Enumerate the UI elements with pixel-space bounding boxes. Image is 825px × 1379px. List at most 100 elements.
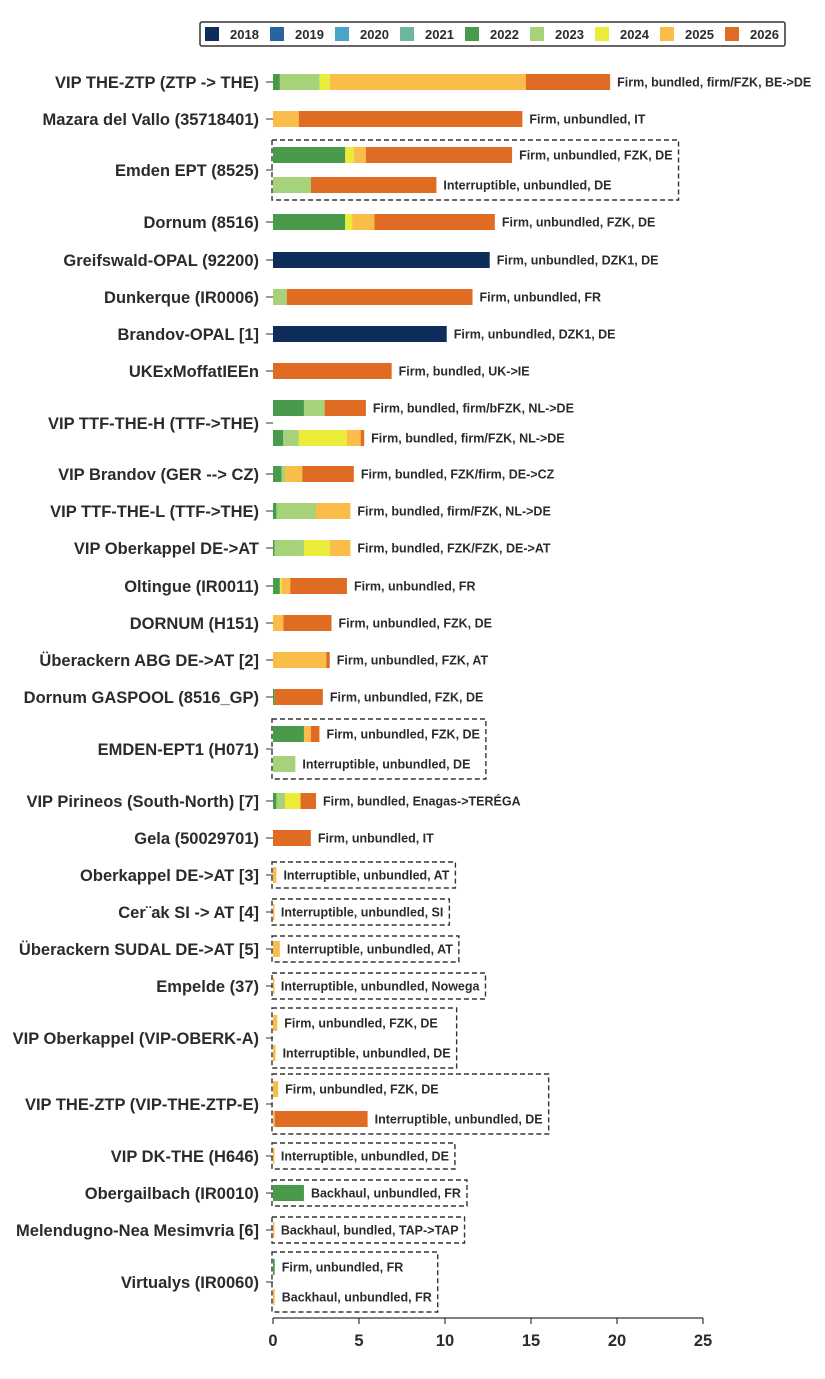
group-box: [271, 1179, 468, 1207]
legend-entry-2023: 2023: [530, 27, 584, 42]
bar-segment-2026: [365, 147, 513, 163]
bar-segment-2018: [273, 326, 447, 342]
bar-segment-2024: [279, 578, 282, 594]
bar-segment-2026: [310, 177, 437, 193]
bar-segment-2022: [273, 503, 277, 519]
legend-swatch: [530, 27, 544, 41]
category-group: VIP Brandov (GER --> CZ) Firm, bundled, F…: [58, 466, 555, 484]
bar-data-label: Interruptible, unbundled, AT: [283, 869, 449, 883]
category-label: Oltingue (IR0011): [124, 578, 259, 596]
bar-segment-2025: [273, 978, 275, 994]
bar-data-label: Firm, bundled, FZK/firm, DE->CZ: [361, 468, 555, 482]
bar-segment-2026: [274, 689, 323, 705]
x-tick-label: 15: [522, 1332, 540, 1350]
bar-data-label: Firm, bundled, firm/FZK, NL->DE: [371, 432, 564, 446]
bar-segment-2022: [273, 793, 277, 809]
legend-entry-2026: 2026: [725, 27, 779, 42]
bar-segment-2025: [303, 726, 311, 742]
category-label: EMDEN-EPT1 (H071): [98, 741, 259, 759]
legend-swatch: [400, 27, 414, 41]
bar-segment-2022: [273, 214, 346, 230]
bar-segment-2026: [310, 726, 320, 742]
category-group: VIP TTF-THE-L (TTF->THE) Firm, bundled, f…: [50, 503, 551, 521]
x-axis: 0 5 10 15 20 25: [268, 1317, 712, 1350]
legend-swatch: [270, 27, 284, 41]
group-box: [271, 935, 460, 963]
category-group: Empelde (37) Interruptible, unbundled, No…: [156, 972, 487, 1000]
bar-segment-2022: [273, 726, 304, 742]
bar-segment-2026: [290, 578, 347, 594]
category-label: Cer¨ak SI -> AT [4]: [118, 904, 259, 922]
bar-data-label: Interruptible, unbundled, DE: [302, 758, 470, 772]
bar-segment-2026: [525, 74, 611, 90]
category-label: VIP Oberkappel DE->AT: [74, 540, 259, 558]
bar-segment-2025: [352, 214, 375, 230]
group-box: [271, 1251, 439, 1313]
bar-segment-2022: [273, 466, 282, 482]
category-label: VIP THE-ZTP (VIP-THE-ZTP-E): [25, 1096, 259, 1114]
bar-data-label: Backhaul, bundled, TAP->TAP: [281, 1224, 459, 1238]
bar-segment-2023: [273, 289, 287, 305]
group-box: [271, 1142, 456, 1170]
category-label: Überackern ABG DE->AT [2]: [39, 651, 259, 670]
category-group: VIP THE-ZTP (ZTP -> THE) Firm, bundled, f…: [55, 74, 811, 92]
category-group: Dornum GASPOOL (8516_GP) Firm, unbundled,…: [24, 689, 483, 707]
category-group: Dornum (8516) Firm, unbundled, FZK, DE: [143, 214, 655, 232]
bar-segment-2026: [326, 652, 330, 668]
category-group: Mazara del Vallo (35718401) Firm, unbundl…: [43, 111, 646, 129]
bar-segment-2024: [345, 147, 354, 163]
bar-segment-2024: [303, 540, 330, 556]
category-label: Melendugno-Nea Mesimvria [6]: [16, 1222, 259, 1240]
group-box: [271, 139, 680, 201]
legend-label: 2026: [750, 27, 779, 42]
category-label: Dunkerque (IR0006): [104, 289, 259, 307]
bar-segment-2026: [273, 363, 392, 379]
legend-entry-2022: 2022: [465, 27, 519, 42]
category-group: Virtualys (IR0060) Firm, unbundled, FR Bac…: [121, 1251, 439, 1313]
category-label: DORNUM (H151): [130, 615, 259, 633]
category-group: Dunkerque (IR0006) Firm, unbundled, FR: [104, 289, 601, 307]
legend-entry-2018: 2018: [205, 27, 259, 42]
bar-segment-2022: [273, 1185, 304, 1201]
bar-data-label: Firm, unbundled, FZK, DE: [326, 728, 479, 742]
category-group: VIP TTF-THE-H (TTF->THE) Firm, bundled, f…: [48, 400, 574, 446]
bar-data-label: Firm, unbundled, FZK, DE: [338, 617, 491, 631]
group-box: [271, 1216, 466, 1244]
legend-label: 2024: [620, 27, 650, 42]
bar-segment-2025: [273, 904, 275, 920]
bar-segment-2025: [273, 941, 280, 957]
bar-segment-2022: [273, 400, 304, 416]
bar-segment-2025: [273, 1081, 279, 1097]
category-group: VIP Pirineos (South-North) [7] Firm, bund…: [26, 793, 521, 811]
bar-data-label: Firm, unbundled, FZK, AT: [337, 654, 489, 668]
bar-segment-2022: [273, 1259, 275, 1275]
category-label: UKExMoffatIEEn: [129, 363, 259, 381]
category-label: VIP TTF-THE-H (TTF->THE): [48, 415, 259, 433]
category-label: Virtualys (IR0060): [121, 1274, 259, 1292]
bar-data-label: Backhaul, unbundled, FR: [311, 1187, 461, 1201]
x-tick-label: 10: [436, 1332, 454, 1350]
category-label: Überackern SUDAL DE->AT [5]: [19, 940, 259, 959]
bar-segment-2023: [273, 756, 296, 772]
category-group: VIP Oberkappel DE->AT Firm, bundled, FZK/…: [74, 540, 551, 558]
category-label: Brandov-OPAL [1]: [118, 326, 259, 344]
bar-segment-2025: [273, 867, 277, 883]
category-group: Melendugno-Nea Mesimvria [6] Backhaul, bu…: [16, 1216, 466, 1244]
bar-segment-2024: [319, 74, 330, 90]
category-label: Dornum (8516): [143, 214, 259, 232]
legend-swatch: [335, 27, 349, 41]
category-label: VIP DK-THE (H646): [111, 1148, 259, 1166]
bar-segment-2025: [281, 578, 291, 594]
legend-label: 2019: [295, 27, 324, 42]
bar-data-label: Firm, unbundled, FZK, DE: [330, 691, 483, 705]
bar-segment-2025: [273, 1148, 275, 1164]
category-group: Obergailbach (IR0010) Backhaul, unbundled…: [85, 1179, 468, 1207]
bar-segment-2023: [276, 793, 286, 809]
bar-segment-2026: [374, 214, 495, 230]
group-box: [271, 1073, 550, 1135]
category-group: Gela (50029701) Firm, unbundled, IT: [134, 830, 434, 848]
category-group: Überackern ABG DE->AT [2] Firm, unbundled…: [39, 651, 488, 670]
category-label: Obergailbach (IR0010): [85, 1185, 259, 1203]
category-group: VIP DK-THE (H646) Interruptible, unbundle…: [111, 1142, 456, 1170]
